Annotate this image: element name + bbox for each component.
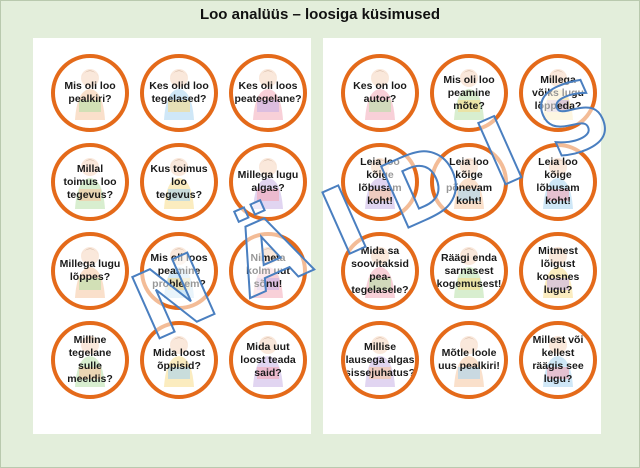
child-reading-icon (365, 247, 395, 298)
question-text: Mis oli loos peamine probleem? (150, 251, 208, 290)
question-text: Kes on loo autor? (353, 80, 407, 105)
child-reading-icon (454, 69, 484, 120)
question-card: Räägi enda sarnasest kogemusest! (430, 232, 508, 310)
child-reading-icon (543, 158, 573, 209)
question-card: Kus toimus loo tegevus? (140, 143, 218, 221)
right-sheet: Kes on loo autor? Mis oli loo peamine mõt… (323, 38, 601, 434)
question-text: Nimeta kolm uut sõnu! (246, 251, 290, 290)
question-text: Mida sa soovitaksid pea-tegelasele? (351, 245, 409, 296)
child-reading-icon (164, 158, 194, 209)
question-text: Räägi enda sarnasest kogemusest! (436, 251, 502, 290)
question-card: Kes olid loo tegelased? (140, 54, 218, 132)
question-card: Millega lugu lõppes? (51, 232, 129, 310)
question-text: Millega lugu algas? (237, 169, 299, 194)
question-text: Millega võiks lugu lõppeda? (532, 73, 584, 112)
question-text: Mis oli loo pealkiri? (64, 80, 116, 105)
question-text: Leia loo kõige põnevam koht! (445, 156, 493, 207)
child-reading-books-icon (365, 69, 395, 120)
child-reading-icon (164, 247, 194, 298)
question-card: Mida uut loost teada said? (229, 321, 307, 399)
page-title: Loo analüüs – loosiga küsimused (199, 6, 441, 23)
child-reading-icon (253, 69, 283, 120)
question-card: Millega võiks lugu lõppeda? (519, 54, 597, 132)
child-reading-icon (164, 336, 194, 387)
child-reading-icon (365, 158, 395, 209)
question-text: Millega lugu lõppes? (59, 258, 121, 283)
child-reading-icon (454, 336, 484, 387)
question-text: Mõtle loole uus pealkiri! (438, 347, 500, 372)
left-sheet: Mis oli loo pealkiri? Kes olid loo tegela… (33, 38, 311, 434)
child-reading-icon (75, 158, 105, 209)
question-card: Kes on loo autor? (341, 54, 419, 132)
child-reading-icon (543, 247, 573, 298)
question-card: Nimeta kolm uut sõnu! (229, 232, 307, 310)
question-text: Mitmest lõigust koosnes lugu? (536, 245, 580, 296)
question-text: Mida loost õppisid? (153, 347, 205, 372)
question-text: Millal toimus loo tegevus? (63, 162, 117, 201)
question-text: Kes olid loo tegelased? (149, 80, 209, 105)
question-text: Milline tegelane sulle meeldis? (67, 334, 113, 385)
child-reading-icon (75, 336, 105, 387)
child-reading-icon (253, 336, 283, 387)
question-text: Mida uut loost teada said? (240, 340, 296, 379)
question-text: Leia loo kõige lõbusam koht! (536, 156, 580, 207)
child-reading-books-icon (75, 69, 105, 120)
child-reading-icon (543, 336, 573, 387)
question-text: Mis oli loo peamine mõte? (443, 73, 495, 112)
question-card: Leia loo kõige lõbusam koht! (341, 143, 419, 221)
question-text: Kus toimus loo tegevus? (150, 162, 208, 201)
question-card: Mitmest lõigust koosnes lugu? (519, 232, 597, 310)
question-card: Millise lausega algas sissejuhatus? (341, 321, 419, 399)
child-reading-icon (454, 247, 484, 298)
child-reading-icon (253, 158, 283, 209)
question-card: Mida sa soovitaksid pea-tegelasele? (341, 232, 419, 310)
child-reading-icon (164, 69, 194, 120)
child-reading-icon (75, 247, 105, 298)
child-reading-icon (543, 69, 573, 120)
question-card: Leia loo kõige põnevam koht! (430, 143, 508, 221)
child-reading-icon (454, 158, 484, 209)
question-card: Mida loost õppisid? (140, 321, 218, 399)
question-text: Kes oli loos peategelane? (234, 80, 302, 105)
child-reading-icon (365, 336, 395, 387)
question-text: Leia loo kõige lõbusam koht! (358, 156, 402, 207)
question-card: Millest või kellest räägis see lugu? (519, 321, 597, 399)
question-card: Mõtle loole uus pealkiri! (430, 321, 508, 399)
question-card: Mis oli loos peamine probleem? (140, 232, 218, 310)
question-card: Millega lugu algas? (229, 143, 307, 221)
question-card: Mis oli loo peamine mõte? (430, 54, 508, 132)
question-card: Kes oli loos peategelane? (229, 54, 307, 132)
question-card: Milline tegelane sulle meeldis? (51, 321, 129, 399)
question-card: Mis oli loo pealkiri? (51, 54, 129, 132)
question-card: Millal toimus loo tegevus? (51, 143, 129, 221)
question-card: Leia loo kõige lõbusam koht! (519, 143, 597, 221)
question-text: Millest või kellest räägis see lugu? (532, 334, 584, 385)
question-text: Millise lausega algas sissejuhatus? (345, 340, 416, 379)
child-reading-icon (253, 247, 283, 298)
